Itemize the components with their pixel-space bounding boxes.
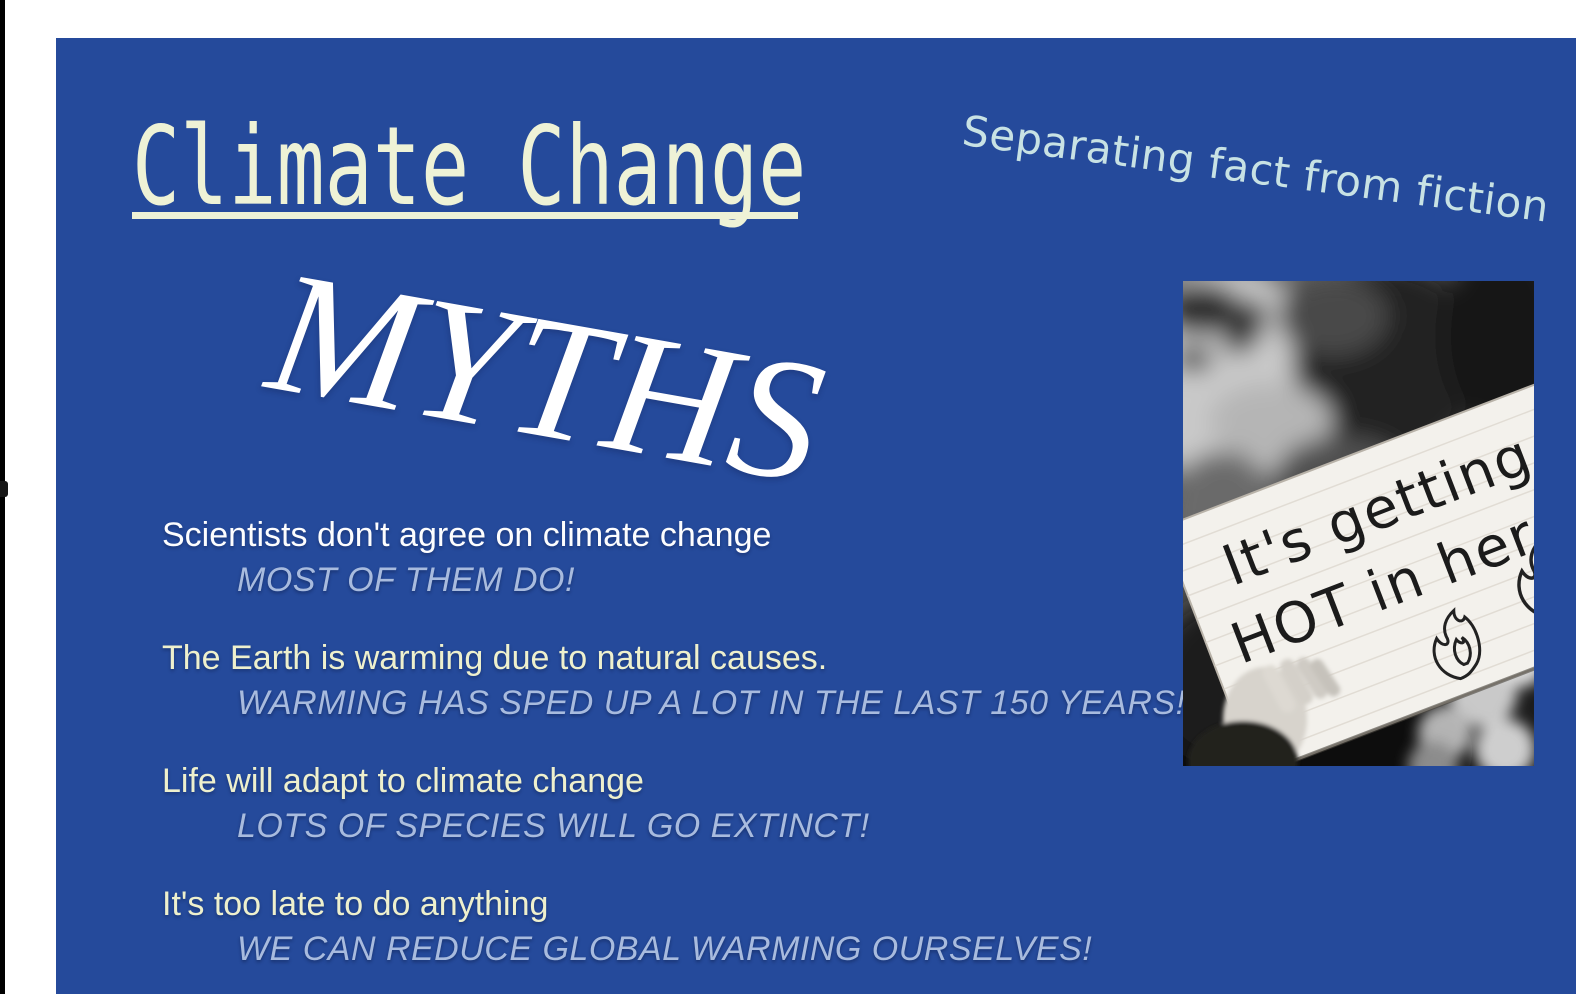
protest-photo: It's getting HOT in here xyxy=(1183,281,1534,766)
list-item: The Earth is warming due to natural caus… xyxy=(162,636,1262,726)
myth-text: Life will adapt to climate change xyxy=(162,762,644,800)
fact-text: WE CAN REDUCE GLOBAL WARMING OURSELVES! xyxy=(237,930,1093,968)
slide-title: Climate Change xyxy=(132,103,807,230)
title-underline xyxy=(132,212,798,219)
window-left-edge xyxy=(0,0,5,994)
window-edge-notch xyxy=(0,481,8,497)
myth-list: Scientists don't agree on climate change… xyxy=(162,513,1262,1005)
tagline-text: Separating fact from fiction xyxy=(959,106,1553,232)
myths-heading: MYTHS xyxy=(256,233,837,521)
list-item: Scientists don't agree on climate change… xyxy=(162,513,1262,603)
fact-text: WARMING HAS SPED UP A LOT IN THE LAST 15… xyxy=(237,684,1186,722)
myth-text: Scientists don't agree on climate change xyxy=(162,516,772,554)
list-item: It's too late to do anything WE CAN REDU… xyxy=(162,882,1262,972)
holding-hand xyxy=(1188,657,1341,766)
myth-text: It's too late to do anything xyxy=(162,885,549,923)
list-item: Life will adapt to climate change LOTS O… xyxy=(162,759,1262,849)
fact-text: LOTS OF SPECIES WILL GO EXTINCT! xyxy=(237,807,870,845)
fact-text: MOST OF THEM DO! xyxy=(237,561,575,599)
protest-photo-art: It's getting HOT in here xyxy=(1183,281,1534,766)
slide-canvas: Climate Change Separating fact from fict… xyxy=(56,38,1576,994)
flame-doodle-icon xyxy=(1432,534,1534,681)
myth-text: The Earth is warming due to natural caus… xyxy=(162,639,828,677)
